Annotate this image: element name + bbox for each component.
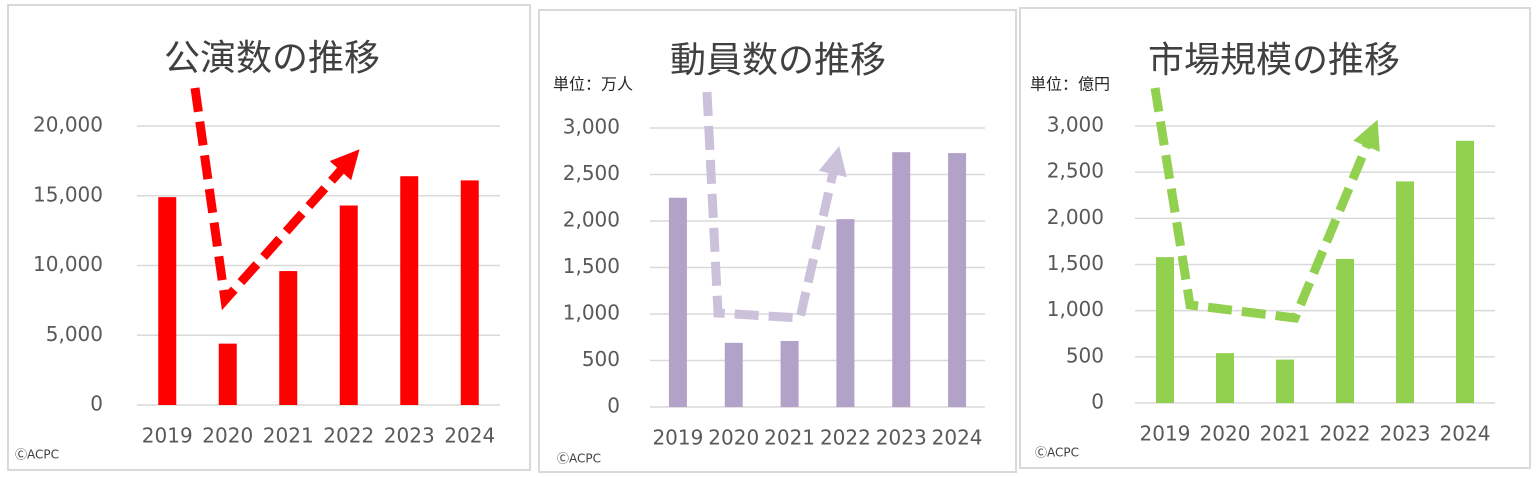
x-tick-label: 2023 (876, 426, 927, 450)
x-tick-label: 2024 (932, 426, 983, 450)
chart-title: 公演数の推移 (164, 38, 380, 79)
bar (836, 219, 855, 407)
bar (339, 205, 358, 405)
bar (668, 197, 687, 407)
bar (460, 180, 479, 405)
y-tick-label: 2,000 (1047, 205, 1104, 229)
x-tick-label: 2021 (263, 424, 314, 448)
x-tick-label: 2020 (1200, 422, 1251, 446)
panel-frame (1019, 7, 1531, 469)
x-tick-label: 2024 (1440, 422, 1491, 446)
y-tick-label: 1,500 (563, 254, 620, 278)
y-tick-label: 2,500 (1047, 159, 1104, 183)
y-tick-label: 3,000 (563, 115, 620, 139)
bar (279, 271, 298, 405)
x-tick-label: 2019 (652, 426, 703, 450)
y-tick-label: 1,000 (1047, 297, 1104, 321)
bar (1336, 258, 1354, 403)
y-tick-label: 10,000 (33, 252, 103, 276)
x-tick-label: 2019 (142, 424, 193, 448)
x-tick-label: 2020 (708, 426, 759, 450)
bar (724, 342, 743, 407)
copyright: ⒸACPC (15, 448, 59, 462)
x-tick-label: 2024 (444, 424, 495, 448)
y-tick-label: 2,000 (563, 208, 620, 232)
y-tick-label: 0 (90, 392, 103, 416)
y-tick-label: 5,000 (46, 322, 103, 346)
y-tick-label: 20,000 (33, 113, 103, 137)
x-tick-label: 2020 (202, 424, 253, 448)
trend-arrow (1150, 87, 1380, 323)
y-tick-label: 1,000 (563, 301, 620, 325)
trend-arrow (190, 87, 360, 311)
bar (158, 197, 177, 405)
bar (400, 176, 419, 405)
bar (892, 152, 911, 407)
x-tick-label: 2022 (820, 426, 871, 450)
y-tick-label: 2,500 (563, 161, 620, 185)
bar (780, 340, 799, 407)
trend-arrows (190, 87, 1380, 323)
chart-title: 市場規模の推移 (1148, 40, 1400, 81)
y-tick-label: 1,500 (1047, 251, 1104, 275)
y-tick-label: 0 (607, 394, 620, 418)
x-tick-label: 2023 (1380, 422, 1431, 446)
bar (1216, 353, 1234, 403)
x-tick-label: 2022 (323, 424, 374, 448)
y-tick-label: 15,000 (33, 182, 103, 206)
y-tick-label: 0 (1091, 390, 1104, 414)
x-tick-label: 2021 (764, 426, 815, 450)
bar (218, 343, 237, 405)
panel-frame (538, 9, 1017, 473)
x-tick-label: 2022 (1320, 422, 1371, 446)
copyright: ⒸACPC (557, 452, 601, 466)
bar (1156, 257, 1174, 403)
x-tick-label: 2023 (384, 424, 435, 448)
bar (948, 153, 967, 407)
x-tick-label: 2021 (1260, 422, 1311, 446)
unit-label: 単位：万人 (553, 75, 633, 94)
trend-arrow (702, 91, 847, 323)
panel-frame (7, 4, 531, 471)
chart-title: 動員数の推移 (670, 40, 886, 81)
y-tick-label: 500 (1066, 343, 1104, 367)
bar (1396, 181, 1414, 403)
copyright: ⒸACPC (1035, 446, 1079, 460)
y-tick-label: 500 (582, 347, 620, 371)
bar (1456, 140, 1474, 404)
bar (1276, 359, 1294, 403)
unit-label: 単位：億円 (1030, 75, 1110, 94)
y-tick-label: 3,000 (1047, 113, 1104, 137)
x-tick-label: 2019 (1140, 422, 1191, 446)
